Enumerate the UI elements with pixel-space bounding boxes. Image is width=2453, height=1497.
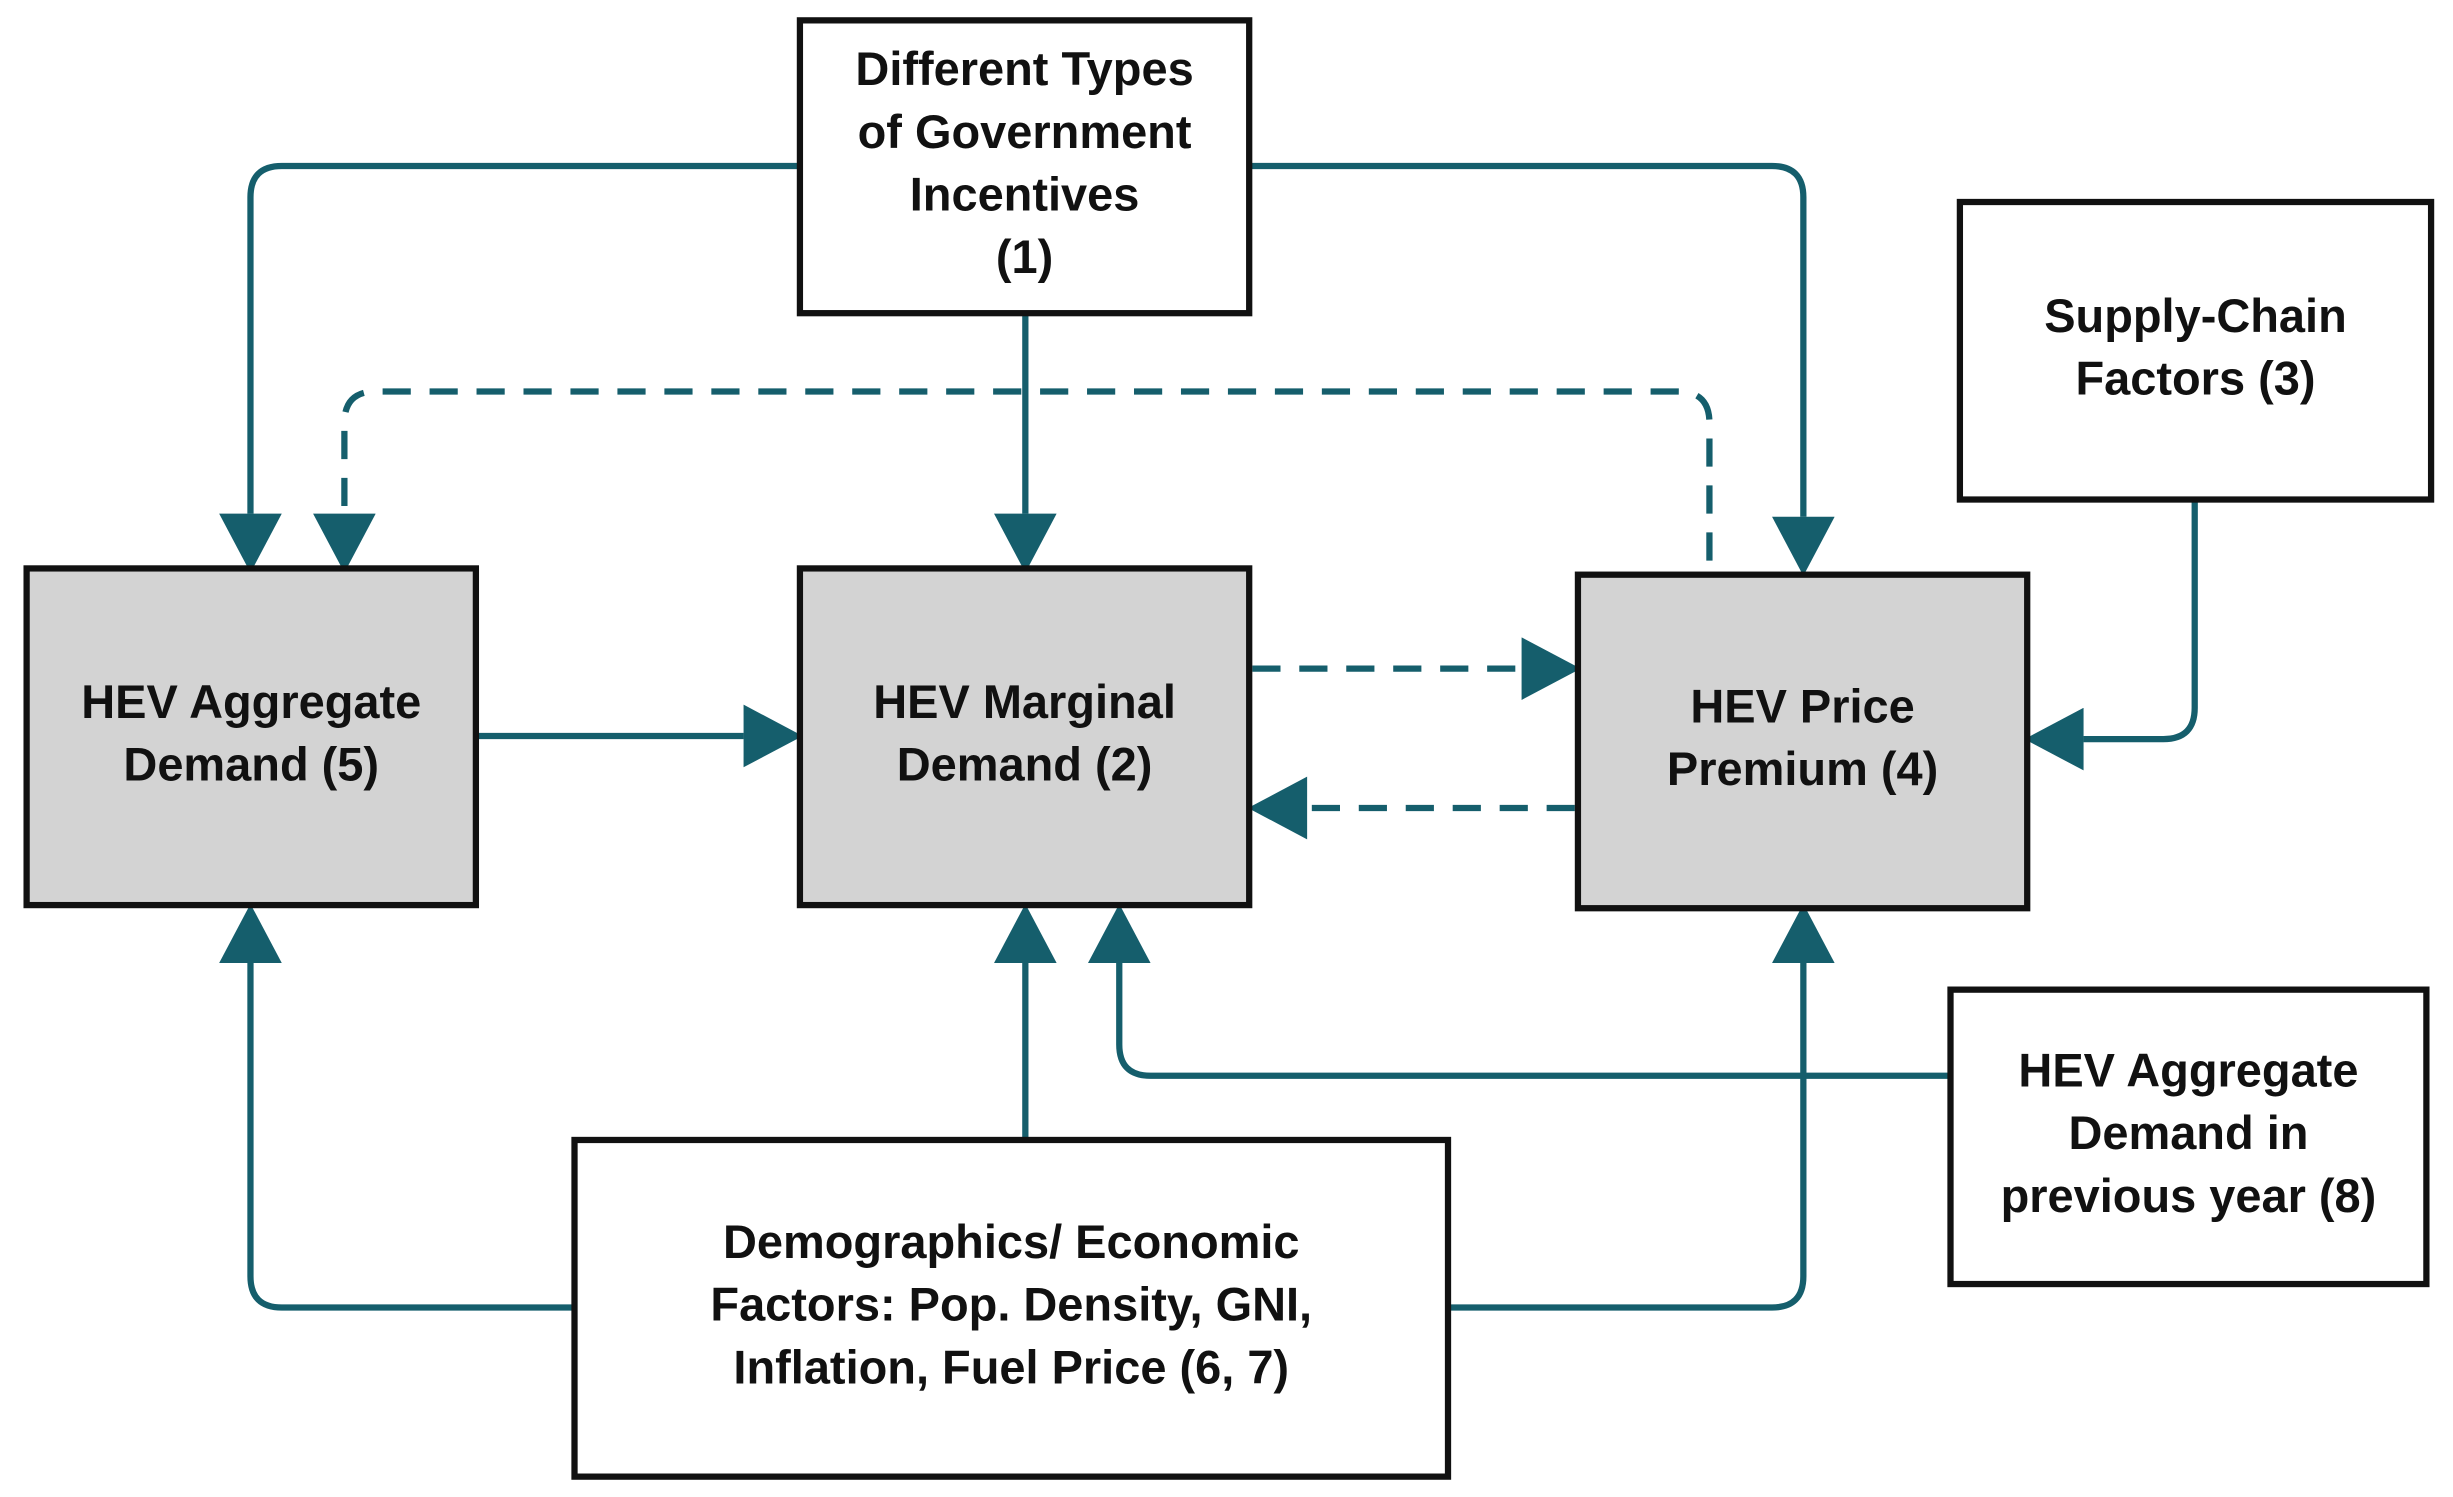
node-label: Inflation, Fuel Price (6, 7)	[733, 1340, 1289, 1393]
node-label: Factors: Pop. Density, GNI,	[710, 1278, 1312, 1331]
edge-dashed	[313, 388, 1713, 573]
edge	[2024, 499, 2198, 771]
node-box	[1947, 986, 2430, 1288]
edge	[219, 903, 575, 1311]
node-label: of Government	[858, 105, 1192, 158]
node-label: Premium (4)	[1667, 742, 1938, 795]
edge	[1249, 162, 1835, 576]
node-box	[571, 1136, 1452, 1480]
node: HEV Marginal Demand (2)	[796, 565, 1253, 909]
node: Supply-Chain Factors (3)	[1956, 198, 2435, 503]
node-label: Different Types	[855, 42, 1193, 95]
node: HEV Aggregate Demand (5)	[23, 565, 480, 909]
edges	[219, 162, 2198, 1311]
node-label: Demand (5)	[123, 737, 379, 790]
node-box	[796, 565, 1253, 909]
node-box	[23, 565, 480, 909]
edge	[219, 162, 800, 573]
edge	[1448, 903, 1835, 1311]
node-box	[1574, 571, 2031, 912]
node-label: HEV Aggregate	[81, 675, 421, 728]
node-label: previous year (8)	[2001, 1169, 2377, 1222]
node: HEV Aggregate Demand in previous year (8)	[1947, 986, 2430, 1288]
node-label: Incentives	[910, 167, 1140, 220]
node-label: Factors (3)	[2075, 351, 2315, 404]
node-label: Demand in	[2068, 1106, 2308, 1159]
node-label: (1)	[996, 230, 1053, 283]
node: Demographics/ Economic Factors: Pop. Dens…	[571, 1136, 1452, 1480]
node-label: HEV Price	[1690, 680, 1914, 733]
node-label: HEV Aggregate	[2018, 1044, 2358, 1097]
node-box	[796, 17, 1253, 317]
node: HEV Price Premium (4)	[1574, 571, 2031, 912]
node-box	[1956, 198, 2435, 503]
node-label: Supply-Chain	[2044, 289, 2347, 342]
node-label: Demand (2)	[897, 737, 1153, 790]
node-label: Demographics/ Economic	[723, 1215, 1300, 1268]
edge	[1087, 903, 1951, 1079]
node-label: HEV Marginal	[873, 675, 1176, 728]
node: Different Types of Government Incentives (1…	[796, 17, 1253, 317]
